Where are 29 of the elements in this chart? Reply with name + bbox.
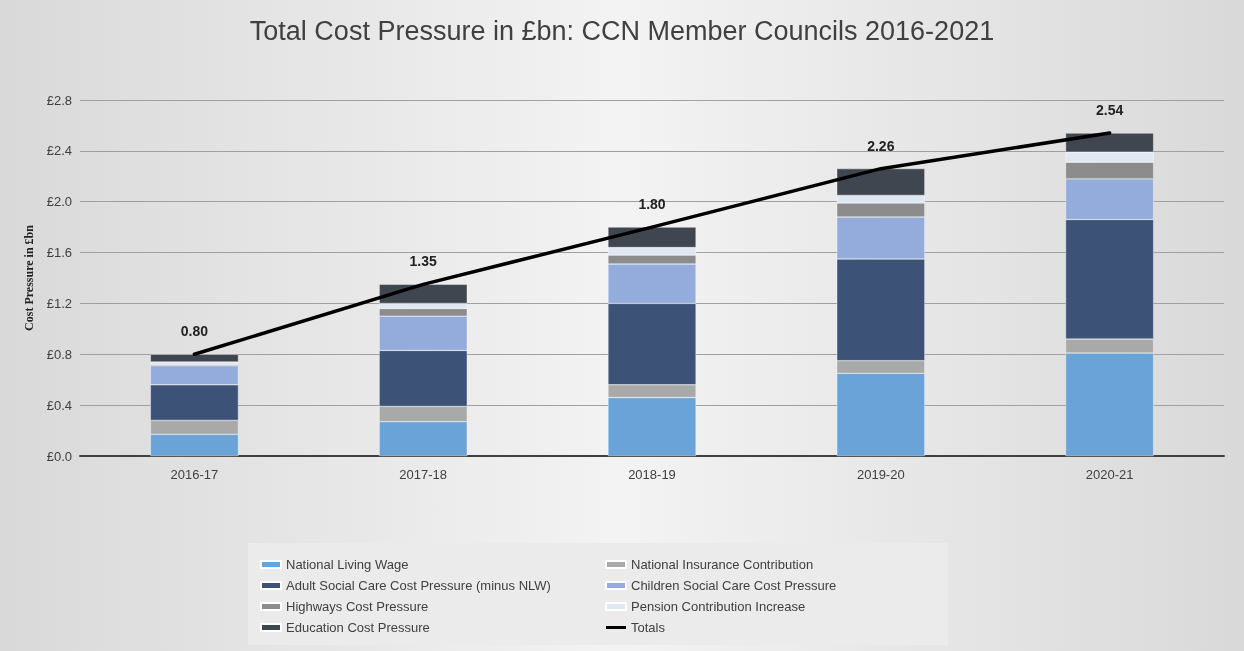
- x-tick-label: 2018-19: [628, 467, 676, 482]
- y-tick-label: £1.6: [46, 245, 72, 261]
- x-tick-label: 2017-18: [399, 467, 448, 482]
- data-label: 1.80: [638, 196, 666, 213]
- data-label: 2.26: [867, 137, 895, 154]
- y-tick-label: £1.2: [46, 295, 72, 311]
- y-tick-label: £0.8: [46, 346, 72, 362]
- data-label: 2.54: [1095, 102, 1124, 119]
- data-label: 0.80: [180, 323, 209, 340]
- legend-label: Highways Cost Pressure: [286, 599, 429, 614]
- legend-label: Pension Contribution Increase: [631, 599, 806, 614]
- legend-label: National Insurance Contribution: [631, 557, 814, 572]
- legend-label: Education Cost Pressure: [286, 620, 430, 635]
- y-tick-label: £0.4: [46, 397, 72, 413]
- x-tick-label: 2019-20: [856, 467, 905, 482]
- legend-label: National Living Wage: [286, 557, 409, 572]
- y-tick-label: £2.8: [46, 92, 72, 108]
- legend-label: Totals: [631, 620, 666, 635]
- legend-label: Adult Social Care Cost Pressure (minus NLW): [286, 578, 551, 593]
- bar: [150, 354, 239, 362]
- x-tick-label: 2016-17: [170, 467, 219, 482]
- y-axis-title: Cost Pressure in £bn: [22, 224, 36, 331]
- y-tick-label: £0.0: [46, 448, 72, 464]
- legend-label: Children Social Care Cost Pressure: [631, 578, 837, 593]
- chart-title: Total Cost Pressure in £bn: CCN Member Councils 2016-2021: [249, 15, 995, 46]
- data-label: 1.35: [409, 253, 438, 270]
- y-tick-label: £2.4: [46, 143, 72, 159]
- y-tick-label: £2.0: [46, 194, 72, 210]
- x-tick-label: 2020-21: [1085, 467, 1134, 482]
